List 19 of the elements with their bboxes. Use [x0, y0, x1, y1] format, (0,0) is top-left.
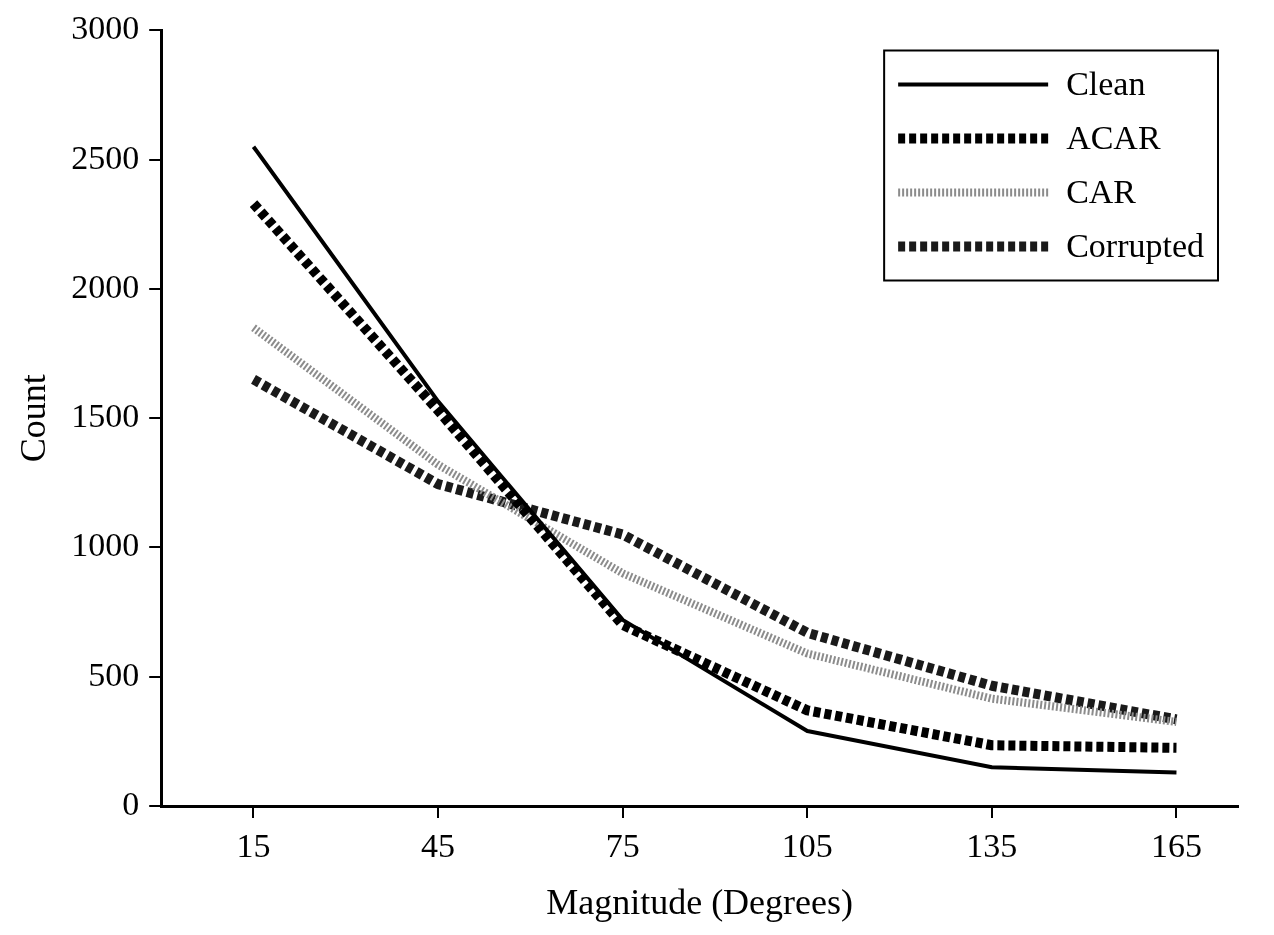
legend-label: ACAR: [1066, 119, 1161, 157]
x-tick-label: 105: [781, 827, 833, 865]
y-tick-label: 500: [88, 655, 140, 693]
y-tick-label: 2500: [71, 138, 140, 176]
x-tick-label: 75: [605, 827, 640, 865]
y-tick-label: 3000: [71, 9, 140, 47]
legend-label: CAR: [1066, 173, 1137, 211]
x-tick-label: 135: [966, 827, 1018, 865]
x-tick-label: 15: [236, 827, 271, 865]
legend-label: Clean: [1066, 65, 1146, 103]
legend-label: Corrupted: [1066, 227, 1204, 265]
x-tick-label: 45: [421, 827, 456, 865]
x-tick-label: 165: [1150, 827, 1202, 865]
y-axis-title: Count: [13, 374, 54, 463]
x-axis-title: Magnitude (Degrees): [546, 881, 854, 922]
y-tick-label: 0: [122, 784, 140, 822]
y-tick-label: 1000: [71, 526, 140, 564]
y-tick-label: 1500: [71, 397, 140, 435]
y-tick-label: 2000: [71, 267, 140, 305]
